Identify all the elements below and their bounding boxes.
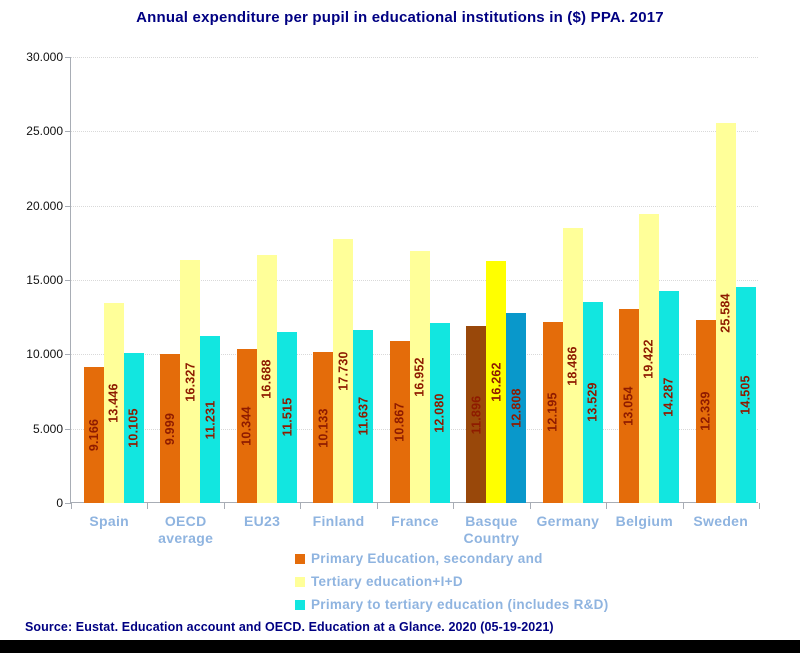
y-axis-tick <box>65 131 71 133</box>
gridline <box>71 205 758 207</box>
legend-swatch <box>295 553 305 564</box>
bar <box>735 287 756 503</box>
category-label: Germany <box>536 513 600 529</box>
legend-item-primary-to-tertiary: Primary to tertiary education (includes … <box>295 593 609 616</box>
y-axis-tick <box>65 205 71 207</box>
bar <box>562 228 583 503</box>
y-axis-tick <box>65 280 71 281</box>
bar <box>160 354 181 503</box>
bar <box>256 254 277 503</box>
bar <box>695 319 716 503</box>
legend-item-primary: Primary Education, secondary and <box>295 547 609 570</box>
x-axis-tick <box>147 503 149 509</box>
y-axis-tick <box>65 503 71 504</box>
legend-label: Primary to tertiary education (includes … <box>311 597 609 612</box>
bar <box>659 290 680 503</box>
legend-swatch <box>295 576 305 587</box>
category-label: France <box>391 513 439 529</box>
bar <box>84 366 104 503</box>
footer-black-bar <box>0 640 800 653</box>
category-label: Belgium <box>615 513 673 529</box>
bar <box>506 312 527 503</box>
bar <box>486 261 507 503</box>
x-axis-tick <box>453 503 455 509</box>
y-axis-tick <box>65 57 71 58</box>
bar <box>276 331 297 503</box>
legend-label: Tertiary education+I+D <box>311 574 463 589</box>
bar <box>466 326 487 503</box>
bar <box>104 303 124 503</box>
bar <box>619 308 640 503</box>
category-label: Finland <box>312 513 365 529</box>
x-axis-tick <box>223 503 225 509</box>
bar <box>200 336 221 503</box>
bar <box>429 323 450 503</box>
x-axis-tick <box>759 503 760 509</box>
plot-area: 0 5.000 10.000 15.000 20.000 25.000 30.000 9.16… <box>26 50 760 546</box>
bar <box>313 352 334 503</box>
y-axis-label: 5.000 <box>32 421 63 436</box>
x-axis-tick <box>606 503 608 509</box>
bar <box>582 301 603 503</box>
category-label: Basque Country <box>463 513 520 546</box>
bar <box>353 329 374 503</box>
source-note: Source: Eustat. Education account and OE… <box>25 620 554 634</box>
bar <box>333 239 354 503</box>
chart-title: Annual expenditure per pupil in educatio… <box>136 9 664 26</box>
x-axis-tick <box>71 503 72 509</box>
bar <box>180 260 201 503</box>
legend: Primary Education, secondary and Tertiar… <box>295 547 609 616</box>
gridline <box>71 57 758 58</box>
legend-item-tertiary: Tertiary education+I+D <box>295 570 609 593</box>
x-axis-tick <box>376 503 378 509</box>
category-label: Sweden <box>693 513 749 529</box>
y-axis-label: 0 <box>56 496 63 510</box>
bar <box>409 250 430 503</box>
category-label: EU23 <box>243 513 281 529</box>
x-axis-tick <box>682 503 684 509</box>
legend-label: Primary Education, secondary and <box>311 551 543 566</box>
bar <box>236 349 257 503</box>
legend-swatch <box>295 599 305 610</box>
y-axis-label: 25.000 <box>26 124 63 139</box>
bar <box>639 214 660 503</box>
category-label: Spain <box>89 513 130 529</box>
bar <box>715 122 736 503</box>
y-axis-tick <box>65 354 71 356</box>
category-label: OECD average <box>158 513 214 546</box>
gridline <box>71 131 758 133</box>
y-axis-tick <box>65 428 71 430</box>
y-axis-label: 30.000 <box>26 50 63 64</box>
y-axis-label: 10.000 <box>26 347 63 362</box>
bar <box>542 321 563 503</box>
x-axis-tick <box>529 503 531 509</box>
bar <box>389 341 410 503</box>
bar <box>124 352 144 503</box>
x-axis-tick <box>300 503 302 509</box>
y-axis-label: 15.000 <box>26 273 63 287</box>
y-axis-label: 20.000 <box>26 198 63 213</box>
